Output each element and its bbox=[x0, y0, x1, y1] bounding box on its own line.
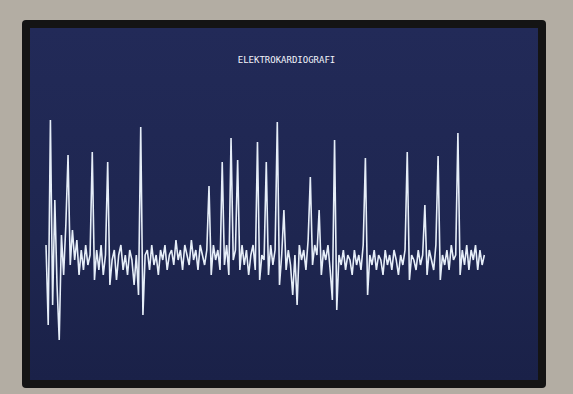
svg-text:ELEKTROKARDIOGRAFI: ELEKTROKARDIOGRAFI bbox=[238, 55, 336, 65]
